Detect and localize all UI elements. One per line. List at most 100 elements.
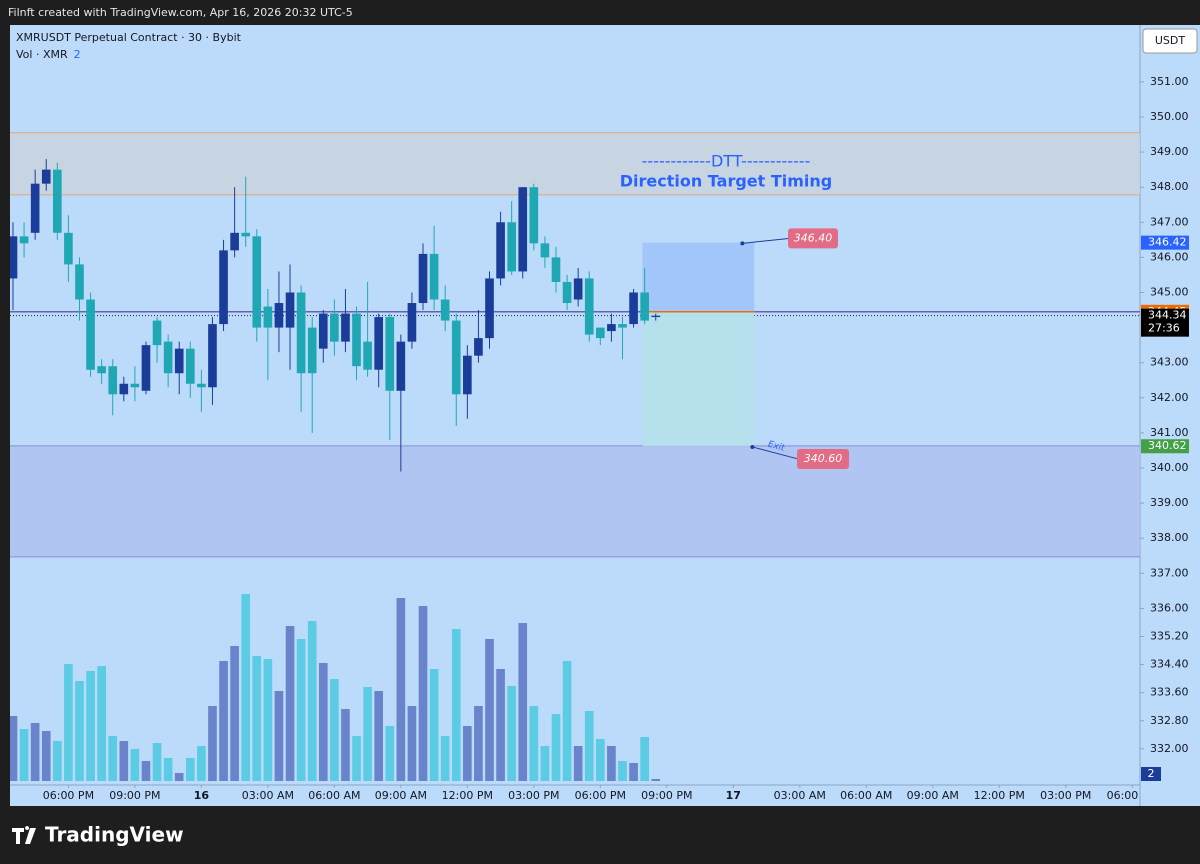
candle-body bbox=[86, 299, 95, 370]
candle-body bbox=[540, 243, 550, 258]
candle-body bbox=[418, 253, 428, 304]
price-badge bbox=[1141, 439, 1189, 454]
price-badge bbox=[1141, 308, 1189, 337]
candle-body bbox=[629, 292, 638, 325]
x-tick-label: 09:00 PM bbox=[641, 789, 692, 802]
volume-bar bbox=[496, 669, 505, 781]
candle-body bbox=[507, 222, 516, 272]
x-tick-label: 06:00 AM bbox=[840, 789, 892, 802]
volume-bar bbox=[97, 666, 106, 781]
x-tick-label: 12:00 PM bbox=[442, 789, 493, 802]
x-tick-label: 03:00 AM bbox=[774, 789, 826, 802]
volume-bar bbox=[418, 606, 428, 781]
candle-body bbox=[185, 348, 195, 384]
candle-body bbox=[230, 232, 239, 251]
volume-bar bbox=[540, 746, 550, 781]
volume-bar bbox=[119, 741, 129, 781]
volume-bar bbox=[363, 687, 372, 781]
candle-body bbox=[252, 236, 262, 328]
price-badge-label: 346.42 bbox=[1148, 236, 1187, 249]
x-tick-label: 03:00 PM bbox=[1040, 789, 1091, 802]
y-tick-label: 343.00 bbox=[1150, 356, 1189, 369]
footer-logo bbox=[12, 826, 36, 844]
y-tick-label: 351.00 bbox=[1150, 75, 1189, 88]
header: Filnft created with TradingView.com, Apr… bbox=[8, 6, 353, 19]
x-tick-label: 09:00 AM bbox=[907, 789, 959, 802]
annotation: Direction Target Timing bbox=[620, 172, 833, 191]
y-tick-label: 335.20 bbox=[1150, 630, 1189, 643]
volume-bar bbox=[52, 741, 62, 781]
volume-bar bbox=[573, 746, 583, 781]
y-tick-label: 339.00 bbox=[1150, 496, 1189, 509]
x-tick-label: 03:00 PM bbox=[508, 789, 559, 802]
candle-body bbox=[75, 264, 84, 300]
volume-bar bbox=[440, 736, 450, 781]
candle-body bbox=[10, 236, 18, 279]
x-tick-label: 06:00 PM bbox=[1107, 789, 1158, 802]
candle-body bbox=[463, 355, 472, 395]
note-label: 340.60 bbox=[804, 452, 843, 465]
note-label: 346.40 bbox=[794, 231, 833, 244]
volume-bar bbox=[451, 629, 461, 781]
volume-bar bbox=[75, 681, 84, 781]
x-tick-label: 06:00 AM bbox=[308, 789, 360, 802]
candle-body bbox=[274, 303, 284, 328]
volume-bar bbox=[318, 663, 328, 781]
volume-bar bbox=[429, 669, 439, 781]
candle-body bbox=[595, 327, 605, 339]
candle-body bbox=[374, 317, 384, 370]
note-tag: Exit bbox=[767, 440, 787, 454]
candle-body bbox=[296, 292, 306, 374]
candle-body bbox=[197, 383, 206, 388]
volume-bar bbox=[141, 761, 151, 781]
y-tick-label: 334.40 bbox=[1150, 658, 1189, 671]
candle-body bbox=[518, 187, 528, 272]
volume-bar bbox=[64, 664, 73, 781]
candle-body bbox=[529, 187, 539, 244]
note-box bbox=[788, 228, 838, 249]
candle-body bbox=[318, 313, 328, 349]
candle-body bbox=[330, 313, 339, 342]
volume-bar bbox=[396, 598, 406, 781]
candle-body bbox=[562, 281, 572, 304]
candle-body bbox=[429, 253, 439, 300]
countdown: 27:36 bbox=[1148, 322, 1180, 335]
y-tick-label: 347.00 bbox=[1150, 215, 1189, 228]
volume-bar bbox=[651, 779, 661, 781]
candle-body bbox=[640, 292, 649, 321]
symbol-legend: XMRUSDT Perpetual Contract · 30 · Bybit bbox=[16, 31, 242, 44]
volume-bar bbox=[19, 729, 29, 781]
candle-body bbox=[385, 317, 395, 391]
volume-bar bbox=[208, 706, 217, 781]
unit-box[interactable] bbox=[1142, 28, 1198, 54]
volume-bar bbox=[10, 716, 18, 781]
volume-bar bbox=[474, 706, 483, 781]
volume-bar bbox=[241, 594, 251, 781]
note-anchor bbox=[750, 444, 755, 449]
candle-body bbox=[451, 320, 461, 395]
candle-body bbox=[152, 320, 162, 346]
candle-body bbox=[440, 299, 450, 321]
candle-body bbox=[219, 250, 228, 325]
y-tick-label: 346.00 bbox=[1150, 250, 1189, 263]
volume-bar bbox=[230, 646, 239, 781]
zone bbox=[10, 132, 1140, 195]
volume-bar bbox=[41, 731, 51, 781]
y-tick-label: 332.00 bbox=[1150, 742, 1189, 755]
volume-bar bbox=[352, 736, 361, 781]
y-tick-label: 337.00 bbox=[1150, 566, 1189, 579]
volume-legend-name: Vol · XMR bbox=[16, 48, 68, 61]
candle-body bbox=[618, 324, 627, 328]
volume-bar bbox=[551, 714, 561, 781]
candle-body bbox=[30, 183, 40, 233]
volume-bar bbox=[197, 746, 206, 781]
candle-body bbox=[119, 383, 129, 395]
volume-bar bbox=[274, 691, 284, 781]
candle-body bbox=[174, 348, 184, 374]
candle-body bbox=[341, 313, 350, 342]
x-tick-label: 16 bbox=[194, 789, 210, 802]
volume-bar bbox=[374, 691, 384, 781]
logo-mark bbox=[12, 826, 36, 844]
